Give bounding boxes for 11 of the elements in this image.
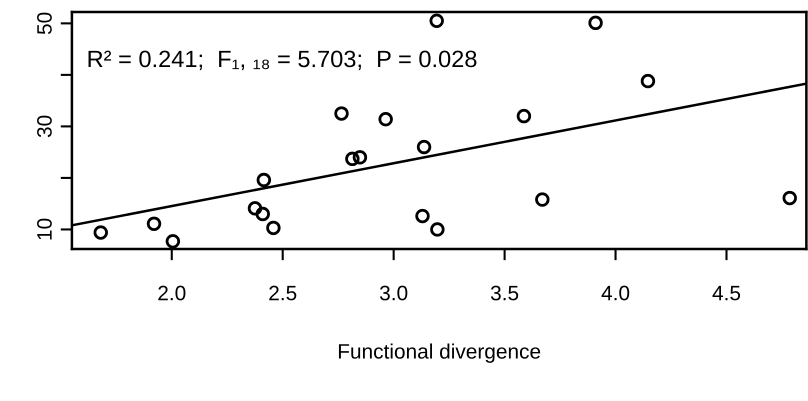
x-tick-label: 4.5: [712, 286, 740, 300]
y-tick-label: 10: [37, 218, 52, 240]
x-tick-label: 3.5: [490, 286, 518, 300]
x-tick-label: 2.5: [269, 286, 296, 300]
y-tick-label: 30: [37, 116, 52, 138]
x-tick-label: 3.0: [380, 286, 408, 300]
x-axis-title: Functional divergence: [338, 343, 540, 363]
y-tick-label: 50: [37, 12, 52, 34]
x-tick-label: 2.0: [158, 286, 186, 300]
annotation: R² = 0.241; F₁, ₁₈ = 5.703; P = 0.028: [88, 50, 476, 70]
x-tick-label: 4.0: [602, 286, 630, 300]
